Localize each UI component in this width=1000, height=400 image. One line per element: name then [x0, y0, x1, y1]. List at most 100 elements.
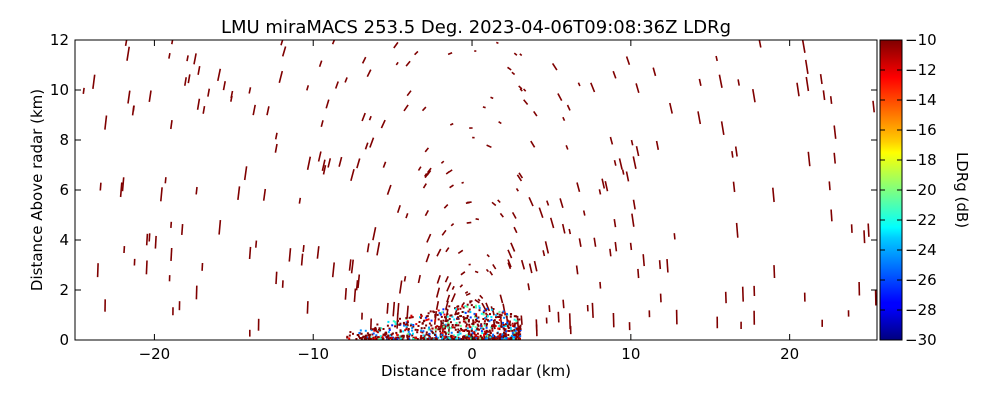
- data-mark: [498, 325, 501, 328]
- data-mark: [512, 338, 515, 340]
- data-mark: [517, 326, 520, 329]
- data-mark: [359, 337, 361, 339]
- data-mark: [394, 337, 397, 340]
- data-mark: [359, 329, 362, 332]
- data-mark: [416, 331, 419, 334]
- data-mark: [508, 323, 511, 326]
- data-mark: [566, 104, 571, 111]
- data-mark: [470, 338, 473, 340]
- data-mark: [478, 305, 481, 308]
- data-mark: [519, 88, 523, 92]
- colorbar-tick-label: −22: [905, 211, 937, 229]
- data-mark: [405, 325, 408, 328]
- data-mark: [401, 338, 404, 340]
- data-mark: [510, 337, 513, 339]
- data-mark: [430, 319, 433, 322]
- data-mark: [394, 321, 397, 324]
- data-mark: [495, 41, 499, 45]
- data-mark: [495, 316, 497, 319]
- data-mark: [494, 325, 497, 327]
- data-mark: [465, 334, 468, 337]
- data-mark: [443, 313, 446, 316]
- y-tick-label: 8: [59, 131, 69, 149]
- data-mark: [364, 329, 367, 332]
- data-mark: [518, 318, 521, 321]
- y-tick-label: 12: [50, 31, 69, 49]
- data-mark: [453, 334, 456, 337]
- data-mark: [403, 104, 409, 112]
- data-mark: [557, 311, 560, 323]
- data-mark: [457, 328, 460, 331]
- data-mark: [447, 331, 450, 334]
- data-mark: [390, 337, 393, 340]
- data-mark: [451, 324, 454, 326]
- data-mark: [658, 260, 662, 270]
- data-mark: [440, 160, 445, 164]
- data-mark: [807, 151, 811, 167]
- data-mark: [479, 294, 484, 300]
- data-mark: [559, 198, 564, 209]
- data-mark: [445, 170, 450, 175]
- data-mark: [421, 331, 424, 334]
- data-mark: [406, 321, 409, 324]
- data-mark: [453, 318, 456, 321]
- data-mark: [457, 308, 459, 311]
- data-mark: [492, 263, 497, 270]
- data-mark: [520, 259, 526, 270]
- data-mark: [449, 122, 454, 126]
- data-mark: [467, 320, 470, 323]
- data-mark: [350, 168, 355, 182]
- data-mark: [720, 121, 725, 136]
- data-mark: [474, 315, 476, 318]
- data-mark: [444, 316, 447, 319]
- data-mark: [388, 329, 391, 331]
- data-mark: [513, 333, 516, 336]
- data-mark: [468, 325, 471, 328]
- data-mark: [475, 306, 478, 309]
- data-mark: [715, 55, 718, 62]
- data-mark: [502, 321, 504, 324]
- data-mark: [465, 323, 468, 326]
- data-mark: [408, 316, 411, 319]
- data-mark: [486, 315, 489, 318]
- data-mark: [519, 329, 522, 332]
- data-mark: [402, 330, 405, 333]
- data-mark: [455, 322, 458, 324]
- data-mark: [424, 147, 430, 153]
- data-mark: [387, 337, 390, 340]
- data-mark: [457, 336, 460, 339]
- data-mark: [518, 337, 521, 340]
- data-mark: [415, 323, 418, 326]
- data-mark: [548, 305, 551, 313]
- data-mark: [366, 69, 372, 78]
- data-mark: [428, 322, 431, 325]
- data-mark: [463, 330, 466, 332]
- data-mark: [408, 337, 411, 340]
- data-mark: [510, 335, 513, 338]
- data-mark: [372, 227, 377, 241]
- data-mark: [470, 336, 473, 339]
- data-mark: [466, 315, 469, 317]
- data-mark: [357, 335, 360, 338]
- data-mark: [474, 321, 477, 324]
- data-mark: [374, 335, 377, 338]
- data-mark: [488, 335, 491, 338]
- data-mark: [477, 324, 480, 327]
- data-mark: [527, 283, 531, 291]
- data-mark: [518, 172, 524, 179]
- data-mark: [465, 292, 471, 297]
- data-mark: [498, 313, 501, 316]
- data-mark: [492, 325, 495, 328]
- data-mark: [454, 328, 457, 331]
- data-mark: [828, 181, 831, 191]
- data-mark: [593, 237, 597, 247]
- data-mark: [655, 140, 660, 150]
- data-mark: [368, 115, 372, 121]
- data-mark: [507, 262, 512, 270]
- data-mark: [482, 313, 485, 316]
- data-mark: [457, 324, 460, 327]
- data-mark: [506, 319, 509, 322]
- data-mark: [440, 325, 442, 328]
- data-mark: [509, 327, 512, 330]
- data-mark: [363, 337, 366, 340]
